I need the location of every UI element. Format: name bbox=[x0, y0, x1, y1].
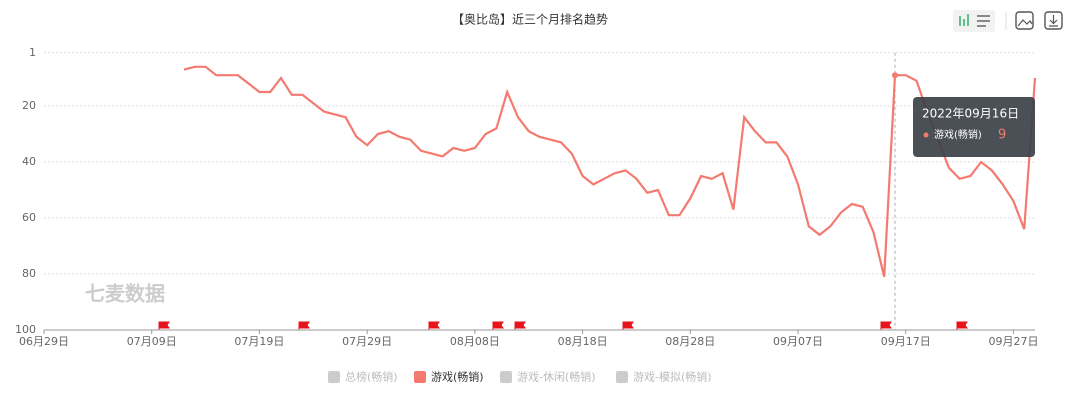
icon-image[interactable] bbox=[1015, 11, 1034, 30]
x-tick-label: 09月17日 bbox=[881, 335, 931, 348]
icon-download-glyph bbox=[1049, 15, 1058, 27]
flag bbox=[880, 321, 892, 330]
legend-swatch[interactable] bbox=[616, 371, 628, 383]
x-tick-label: 07月19日 bbox=[234, 335, 284, 348]
tooltip-dot bbox=[923, 132, 929, 138]
tooltip-value: 9 bbox=[998, 128, 1006, 143]
legend-swatch[interactable] bbox=[500, 371, 512, 383]
x-tick-label: 07月09日 bbox=[127, 335, 177, 348]
legend-swatch[interactable] bbox=[328, 371, 340, 383]
flag bbox=[298, 321, 310, 330]
y-tick-label: 80 bbox=[22, 267, 36, 280]
legend-label: 游戏-模拟(畅销) bbox=[633, 370, 712, 384]
icon-list[interactable] bbox=[977, 15, 990, 27]
event-flags bbox=[158, 321, 968, 330]
legend-label: 游戏-休闲(畅销) bbox=[517, 370, 596, 384]
flag bbox=[956, 321, 968, 330]
flag bbox=[158, 321, 170, 330]
y-tick-label: 20 bbox=[22, 99, 36, 112]
toolbar bbox=[953, 10, 1063, 32]
watermark: 七麦数据 bbox=[85, 282, 165, 306]
legend-label: 总榜(畅销) bbox=[345, 370, 398, 384]
series-line bbox=[183, 65, 1037, 278]
icon-download[interactable] bbox=[1044, 11, 1063, 30]
tooltip-box bbox=[913, 97, 1035, 157]
flag bbox=[492, 321, 504, 330]
y-tick-label: 60 bbox=[22, 211, 36, 224]
tooltip-date: 2022年09月16日 bbox=[922, 107, 1019, 121]
legend-label: 游戏(畅销) bbox=[431, 370, 484, 384]
tooltip-series: 游戏(畅销) bbox=[934, 128, 982, 141]
x-tick-label: 09月07日 bbox=[773, 335, 823, 348]
x-tick-label: 08月08日 bbox=[450, 335, 500, 348]
hover-point bbox=[891, 72, 898, 79]
x-tick-label: 08月28日 bbox=[665, 335, 715, 348]
x-tick-label: 08月18日 bbox=[558, 335, 608, 348]
icon-image-glyph bbox=[1017, 19, 1033, 27]
chart-title: 【奥比岛】近三个月排名趋势 bbox=[452, 12, 608, 27]
legend-swatch[interactable] bbox=[414, 371, 426, 383]
y-tick-label: 1 bbox=[29, 46, 36, 59]
x-tick-label: 09月27日 bbox=[988, 335, 1038, 348]
icon-bars[interactable] bbox=[959, 14, 969, 26]
flag bbox=[622, 321, 634, 330]
y-tick-label: 100 bbox=[15, 323, 36, 336]
y-tick-label: 40 bbox=[22, 155, 36, 168]
x-tick-label: 07月29日 bbox=[342, 335, 392, 348]
x-tick-label: 06月29日 bbox=[19, 335, 69, 348]
flag bbox=[428, 321, 440, 330]
flag bbox=[514, 321, 526, 330]
